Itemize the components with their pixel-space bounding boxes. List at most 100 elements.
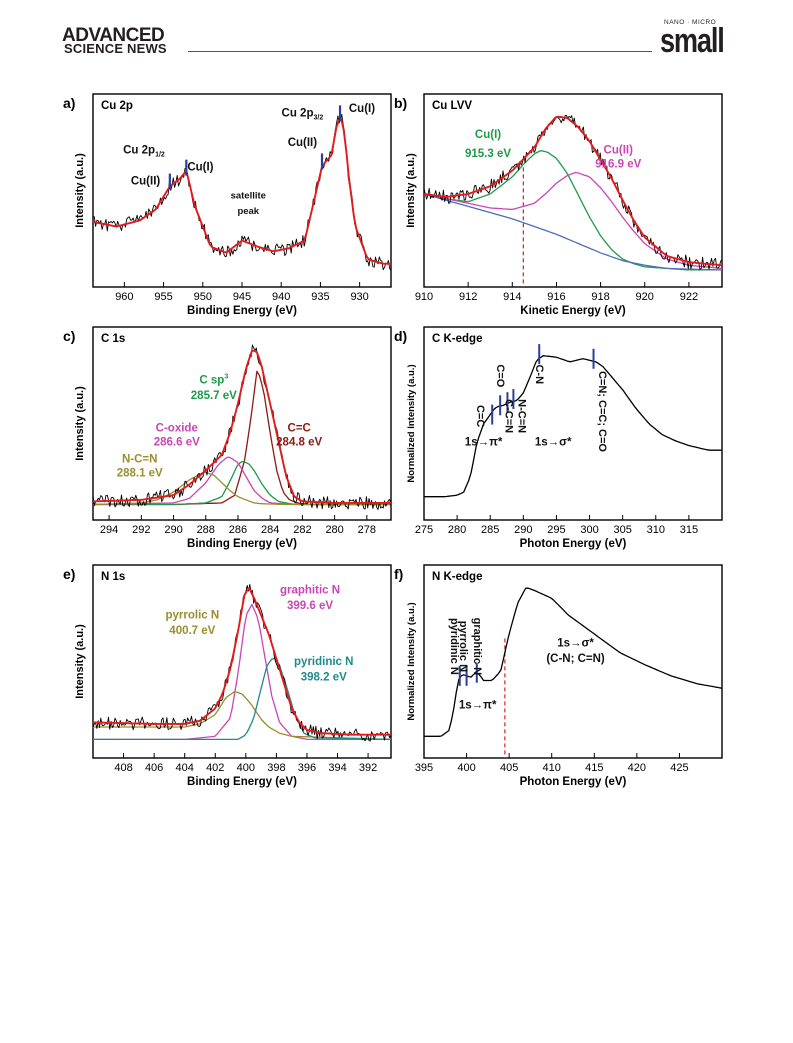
annotation-label: pyridinic N — [448, 618, 460, 675]
page-header: ADVANCED SCIENCE NEWS NANO · MICRO small — [0, 0, 793, 60]
x-tick-label: 288 — [197, 524, 215, 536]
annotation-label: Cu 2p3/2 — [282, 107, 324, 121]
x-tick-label: 280 — [448, 524, 466, 536]
x-tick-label: 398 — [267, 762, 285, 774]
x-tick-label: 425 — [670, 762, 688, 774]
annotation-label: 1s→σ* — [535, 437, 572, 449]
panel-letter: e) — [63, 566, 75, 582]
annotation-label: 398.2 eV — [301, 671, 347, 683]
x-tick-label: 292 — [132, 524, 150, 536]
panel-letter: a) — [63, 95, 75, 111]
chart-panel-4: 275 280 285 290 295 300 305 310 315 Photon Energy… — [394, 326, 723, 550]
x-axis-label: Photon Energy (eV) — [520, 776, 627, 788]
journal-tagline: NANO · MICRO — [664, 19, 717, 26]
x-tick-label: 396 — [298, 762, 316, 774]
x-tick-label: 310 — [647, 524, 665, 536]
annotation-label: 399.6 eV — [287, 600, 333, 612]
annotation-label: 284.8 eV — [276, 437, 322, 449]
annotation-label: N-C=N — [122, 454, 157, 466]
panel-title: C K-edge — [432, 333, 482, 345]
series-line-cu-i-component — [423, 150, 722, 271]
x-tick-label: 415 — [585, 762, 603, 774]
chart-panel-2: 910 912 914 916 918 920 922 Kinetic Energy (eV)… — [394, 93, 723, 317]
x-axis-label: Binding Energy (eV) — [187, 305, 297, 317]
series-line-fit — [92, 587, 391, 736]
y-axis-label: Normalized Intensity (a.u.) — [406, 364, 417, 482]
annotation-label: 400.7 eV — [169, 625, 215, 637]
y-axis-label: Intensity (a.u.) — [74, 386, 86, 461]
publisher-logo-top: ADVANCED — [62, 25, 165, 46]
x-tick-label: 290 — [514, 524, 532, 536]
x-tick-label: 394 — [328, 762, 346, 774]
x-tick-label: 285 — [481, 524, 499, 536]
annotation-label: 288.1 eV — [117, 468, 163, 480]
y-axis-label: Normalized Intensity (a.u.) — [406, 602, 417, 720]
annotation-label: peak — [237, 206, 259, 217]
annotation-label: Cu(I) — [349, 103, 375, 115]
annotation-label: C sp3 — [199, 374, 228, 387]
x-tick-label: 916 — [547, 291, 565, 303]
plot-frame — [423, 564, 723, 759]
panel-letter: f) — [394, 566, 403, 582]
x-tick-label: 402 — [206, 762, 224, 774]
annotation-label: 285.7 eV — [191, 390, 237, 402]
chart-panel-1: 960 955 950 945 940 935 930 Binding Energy (eV)… — [63, 93, 392, 317]
y-axis-label: Intensity (a.u.) — [74, 624, 86, 699]
x-tick-label: 300 — [580, 524, 598, 536]
x-tick-label: 280 — [325, 524, 343, 536]
series-line-c-c-component — [93, 370, 391, 506]
annotation-label: 286.6 eV — [154, 437, 200, 449]
annotation-label: C=O — [494, 364, 506, 387]
annotation-label: Cu(II) — [604, 145, 634, 157]
x-tick-label: 284 — [261, 524, 279, 536]
series-line-experimental — [423, 114, 723, 270]
x-tick-label: 914 — [503, 291, 521, 303]
x-axis-label: Binding Energy (eV) — [187, 776, 297, 788]
annotation-label: graphitic N — [280, 585, 340, 597]
x-tick-label: 275 — [415, 524, 433, 536]
x-tick-label: 315 — [680, 524, 698, 536]
x-tick-label: 918 — [591, 291, 609, 303]
annotation-label: graphitic N — [471, 618, 483, 676]
x-axis-label: Kinetic Energy (eV) — [520, 305, 626, 317]
x-tick-label: 920 — [636, 291, 654, 303]
panel-title: Cu 2p — [101, 100, 133, 112]
x-tick-label: 395 — [415, 762, 433, 774]
x-tick-label: 404 — [176, 762, 194, 774]
series-line-spectrum — [424, 587, 723, 737]
annotation-label: Cu(II) — [288, 137, 318, 149]
header-divider — [188, 51, 652, 52]
x-axis-label: Binding Energy (eV) — [187, 538, 297, 550]
annotation-label: C-oxide — [156, 423, 198, 435]
panel-title: C 1s — [101, 333, 125, 345]
annotation-label: 1s→π* — [459, 699, 497, 711]
series-line-spectrum — [424, 355, 722, 498]
x-tick-label: 282 — [293, 524, 311, 536]
x-tick-label: 910 — [415, 291, 433, 303]
x-tick-label: 392 — [359, 762, 377, 774]
annotation-label: Cu 2p1/2 — [123, 145, 165, 159]
series-line-fit — [92, 117, 391, 265]
x-tick-label: 408 — [114, 762, 132, 774]
x-axis-label: Photon Energy (eV) — [520, 538, 627, 550]
y-axis-label: Intensity (a.u.) — [74, 153, 86, 228]
x-tick-label: 278 — [358, 524, 376, 536]
x-tick-label: 960 — [115, 291, 133, 303]
x-tick-label: 305 — [613, 524, 631, 536]
annotation-label: C=C — [288, 423, 311, 435]
x-tick-label: 420 — [628, 762, 646, 774]
x-tick-label: 400 — [457, 762, 475, 774]
annotation-label: Cu(I) — [475, 129, 501, 141]
annotation-label: C-C=N — [502, 399, 514, 433]
annotation-label: C=C — [474, 405, 486, 427]
annotation-label: Cu(II) — [131, 176, 161, 188]
series-line-background — [423, 193, 722, 271]
annotation-label: 1s→π* — [465, 437, 503, 449]
plot-frame — [423, 326, 723, 521]
x-tick-label: 400 — [237, 762, 255, 774]
series-line-experimental — [92, 344, 392, 510]
annotation-label: 1s→σ* — [557, 637, 594, 649]
x-tick-label: 295 — [547, 524, 565, 536]
annotation-label: satellite — [231, 191, 266, 202]
